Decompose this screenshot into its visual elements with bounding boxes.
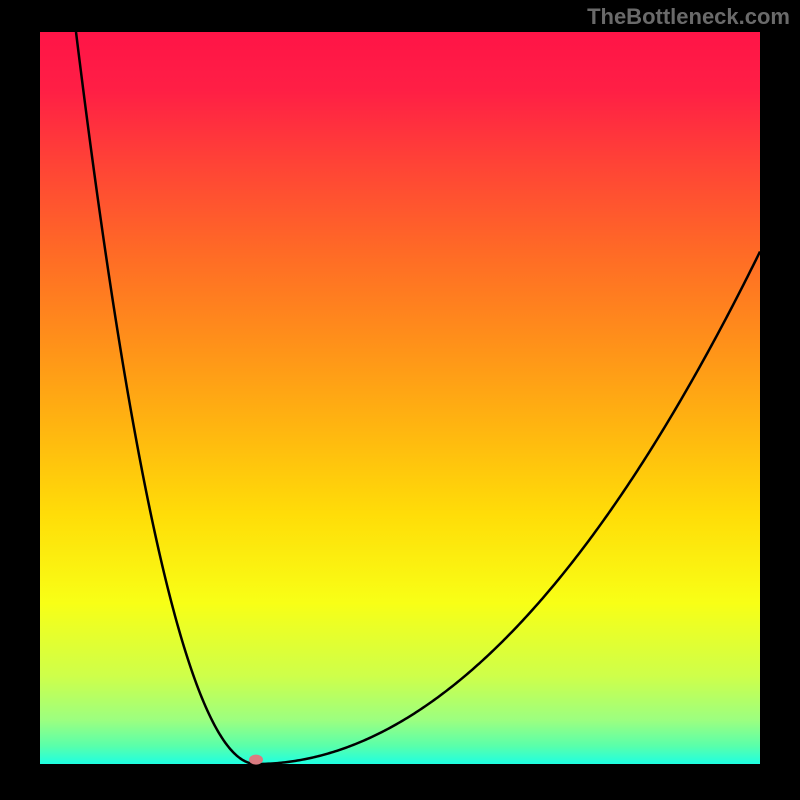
- watermark-text: TheBottleneck.com: [587, 4, 790, 30]
- optimum-marker: [249, 755, 263, 765]
- bottleneck-chart: [0, 0, 800, 800]
- plot-background: [40, 32, 760, 764]
